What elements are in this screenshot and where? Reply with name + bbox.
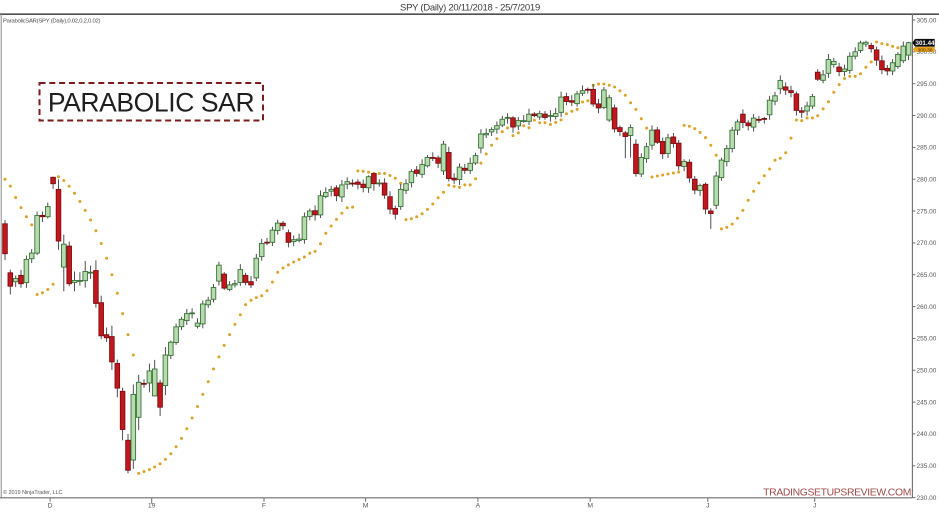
svg-text:295.00: 295.00 — [917, 81, 937, 88]
svg-text:265.00: 265.00 — [917, 272, 937, 279]
svg-text:PARABOLIC SAR: PARABOLIC SAR — [48, 88, 254, 118]
svg-text:275.00: 275.00 — [917, 208, 937, 215]
svg-text:245.00: 245.00 — [917, 399, 937, 406]
svg-text:305.00: 305.00 — [917, 17, 937, 24]
svg-text:ParabolicSAR(SPY (Daily),0.02,: ParabolicSAR(SPY (Daily),0.02,0.2,0.02) — [3, 18, 100, 24]
svg-text:F: F — [262, 502, 266, 509]
svg-text:A: A — [476, 502, 481, 509]
svg-text:SPY (Daily) 20/11/2018 - 25/7: SPY (Daily) 20/11/2018 - 25/7/2019 — [400, 3, 540, 14]
svg-text:280.00: 280.00 — [917, 177, 937, 184]
svg-text:M: M — [587, 502, 593, 509]
svg-text:M: M — [363, 502, 369, 509]
svg-text:230.00: 230.00 — [917, 495, 937, 502]
svg-text:290.00: 290.00 — [917, 113, 937, 120]
svg-text:D: D — [48, 502, 53, 509]
svg-text:250.00: 250.00 — [917, 368, 937, 375]
svg-text:19: 19 — [148, 502, 156, 509]
svg-text:260.00: 260.00 — [917, 304, 937, 311]
svg-text:235.00: 235.00 — [917, 463, 937, 470]
svg-text:J: J — [706, 502, 709, 509]
svg-text:285.00: 285.00 — [917, 145, 937, 152]
svg-text:J: J — [813, 502, 816, 509]
svg-text:255.00: 255.00 — [917, 336, 937, 343]
svg-text:300.00: 300.00 — [917, 49, 937, 56]
svg-text:240.00: 240.00 — [917, 431, 937, 438]
svg-text:301.44: 301.44 — [916, 40, 935, 47]
svg-text:270.00: 270.00 — [917, 240, 937, 247]
svg-text:© 2019 NinjaTrader, LLC: © 2019 NinjaTrader, LLC — [3, 489, 63, 496]
svg-text:TRADINGSETUPSREVIEW.COM: TRADINGSETUPSREVIEW.COM — [763, 488, 911, 499]
svg-text:300.38: 300.38 — [918, 47, 933, 53]
